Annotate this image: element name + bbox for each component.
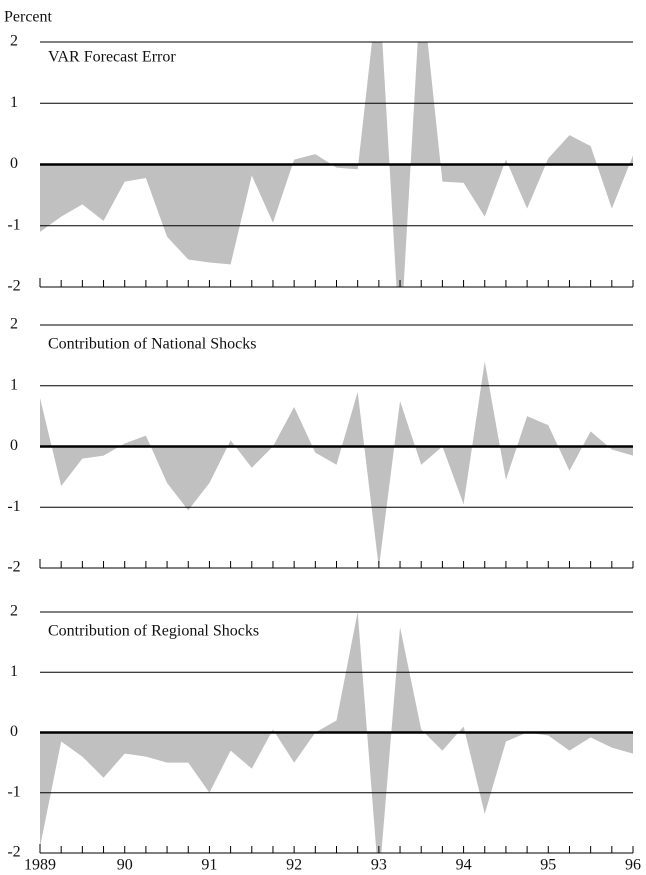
y-tick-label: 1 bbox=[10, 94, 18, 111]
area bbox=[40, 361, 633, 568]
y-tick-label: 2 bbox=[10, 603, 18, 620]
y-tick-label: 0 bbox=[10, 437, 18, 454]
y-tick-label: -1 bbox=[7, 216, 20, 233]
area bbox=[40, 612, 633, 853]
y-tick-label: -1 bbox=[7, 783, 20, 800]
y-tick-label: 2 bbox=[10, 33, 18, 50]
y-tick-label: -2 bbox=[7, 559, 20, 576]
x-tick-label: 91 bbox=[201, 857, 217, 874]
x-tick-label: 93 bbox=[371, 857, 387, 874]
panel-title: Contribution of National Shocks bbox=[48, 336, 256, 353]
y-tick-label: 1 bbox=[10, 663, 18, 680]
x-tick-label: 95 bbox=[540, 857, 556, 874]
y-tick-label: 2 bbox=[10, 316, 18, 333]
panel-title: VAR Forecast Error bbox=[48, 49, 176, 66]
x-tick-label: 94 bbox=[456, 857, 472, 874]
y-tick-label: -2 bbox=[7, 278, 20, 295]
y-axis-label: Percent bbox=[4, 9, 53, 26]
x-tick-label: 92 bbox=[286, 857, 302, 874]
x-tick-label: 90 bbox=[117, 857, 133, 874]
x-tick-label: 1989 bbox=[24, 857, 56, 874]
y-tick-label: -2 bbox=[7, 844, 20, 861]
y-tick-label: 1 bbox=[10, 376, 18, 393]
y-tick-label: -1 bbox=[7, 498, 20, 515]
panel-title: Contribution of Regional Shocks bbox=[48, 623, 259, 640]
y-tick-label: 0 bbox=[10, 155, 18, 172]
y-tick-label: 0 bbox=[10, 723, 18, 740]
x-tick-label: 96 bbox=[625, 857, 641, 874]
